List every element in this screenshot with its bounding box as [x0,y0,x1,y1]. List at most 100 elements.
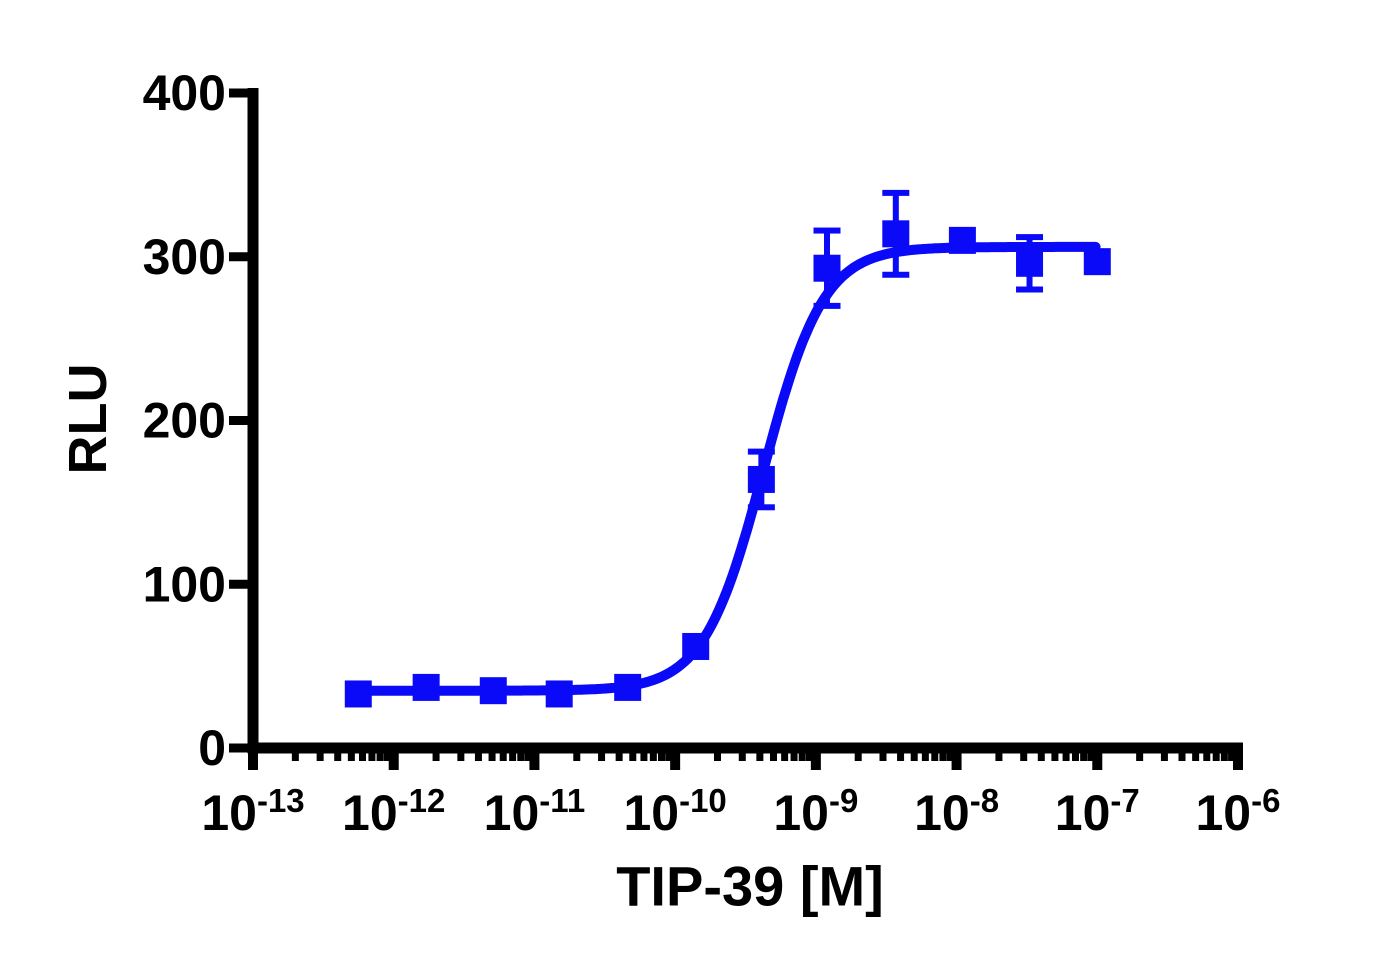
y-tick-label: 200 [143,393,226,449]
data-point-marker [1016,249,1044,277]
x-minor-tick [1178,748,1186,761]
x-minor-tick [358,748,366,761]
x-minor-tick [714,748,722,761]
data-point-marker [747,465,775,493]
x-minor-tick [499,748,507,761]
error-bar-cap-top [813,227,841,234]
x-minor-tick [1051,748,1059,761]
data-point-marker [813,254,841,282]
x-minor-tick [798,748,806,761]
x-minor-tick [756,748,764,761]
x-tick-label: 10-11 [484,782,586,841]
y-tick [229,252,253,262]
x-minor-tick [509,748,517,761]
x-major-tick [388,748,399,770]
x-minor-tick [1136,748,1144,761]
y-tick-label: 300 [143,229,226,285]
data-point-marker [614,673,642,701]
x-minor-tick [946,748,954,761]
x-minor-tick [640,748,648,761]
x-tick-label: 10-6 [1196,782,1281,841]
x-minor-tick [432,748,440,761]
error-bar-cap-bottom [747,504,775,511]
x-minor-tick [897,748,905,761]
x-minor-tick [1087,748,1095,761]
x-minor-tick [1037,748,1045,761]
x-major-tick [1232,748,1243,770]
data-point-marker [682,632,710,660]
x-minor-tick [598,748,606,761]
x-minor-tick [474,748,482,761]
x-minor-tick [334,748,342,761]
x-minor-tick [665,748,673,761]
y-tick [229,88,253,98]
x-major-tick [248,748,258,770]
y-tick [229,579,253,589]
x-minor-tick [910,748,918,761]
x-minor-tick [995,748,1003,761]
x-minor-tick [781,748,789,761]
x-major-tick [529,748,540,770]
x-minor-tick [738,748,746,761]
x-minor-tick [1212,748,1220,761]
x-major-tick [1092,748,1103,770]
data-point-marker [1083,248,1111,276]
x-minor-tick [383,748,391,761]
x-minor-tick [1220,748,1228,761]
x-minor-tick [376,748,384,761]
x-minor-tick [790,748,798,761]
x-minor-tick [347,748,355,761]
x-minor-tick [1080,748,1088,761]
x-minor-tick [649,748,657,761]
y-tick-label: 400 [143,65,226,121]
x-minor-tick [316,748,324,761]
x-axis-title: TIP-39 [M] [616,854,884,918]
x-tick-label: 10-7 [1055,782,1140,841]
y-tick-label: 100 [143,556,226,612]
x-major-tick [670,748,681,770]
x-minor-tick [931,748,939,761]
x-minor-tick [524,748,532,761]
data-point-marker [479,677,507,705]
x-minor-tick [1228,748,1236,761]
error-bar-cap-bottom [813,302,841,309]
x-minor-tick [854,748,862,761]
data-point-marker [948,226,976,254]
x-minor-tick [658,748,666,761]
x-minor-tick [879,748,887,761]
x-minor-tick [629,748,637,761]
x-minor-tick [1071,748,1079,761]
x-minor-tick [939,748,947,761]
y-tick [229,743,253,753]
x-minor-tick [769,748,777,761]
x-tick-label: 10-13 [201,782,304,841]
data-point-marker [882,220,910,248]
data-point-marker [545,680,573,708]
x-tick-label: 10-9 [773,782,858,841]
x-minor-tick [368,748,376,761]
x-minor-tick [1020,748,1028,761]
x-major-tick [951,748,962,770]
x-minor-tick [488,748,496,761]
data-point-marker [412,673,440,701]
x-minor-tick [573,748,581,761]
x-minor-tick [805,748,813,761]
data-point-marker [344,680,372,708]
x-minor-tick [1192,748,1200,761]
x-minor-tick [517,748,525,761]
x-minor-tick [1160,748,1168,761]
x-minor-tick [921,748,929,761]
x-minor-tick [457,748,465,761]
fit-curve [353,241,1101,696]
x-tick-label: 10-10 [623,782,726,841]
error-bar-cap-bottom [1016,286,1044,293]
x-minor-tick [1062,748,1070,761]
error-bar-cap-top [882,189,910,196]
x-major-tick [810,748,821,770]
x-tick-label: 10-12 [342,782,445,841]
x-minor-tick [291,748,299,761]
y-tick-label: 0 [198,720,226,776]
y-axis-title: RLU [58,363,118,475]
